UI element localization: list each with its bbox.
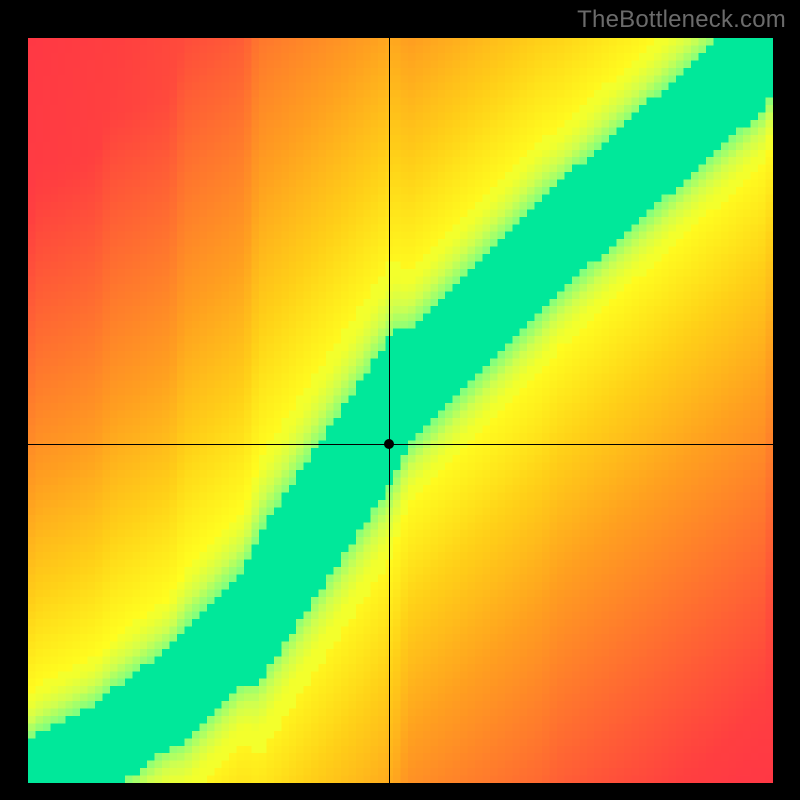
crosshair-horizontal bbox=[28, 444, 773, 445]
bottleneck-heatmap bbox=[28, 38, 773, 783]
chart-stage: TheBottleneck.com bbox=[0, 0, 800, 800]
crosshair-vertical bbox=[389, 38, 390, 783]
watermark-label: TheBottleneck.com bbox=[577, 6, 786, 34]
